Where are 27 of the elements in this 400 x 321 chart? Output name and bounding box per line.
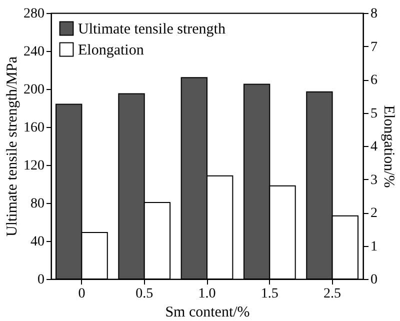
y-tick-label: 0 — [38, 272, 44, 288]
y-axis-title: Ultimate tensile strength/MPa — [4, 56, 20, 236]
y2-tick-label: 5 — [370, 106, 378, 122]
y-tick-label: 280 — [24, 6, 44, 22]
x-tick-label: 0.5 — [136, 286, 154, 302]
y2-tick-label: 2 — [370, 206, 378, 221]
y-tick-label: 240 — [24, 44, 44, 60]
x-tick-label: 1.0 — [198, 286, 216, 302]
y2-tick-label: 1 — [370, 239, 378, 254]
legend-label: Elongation — [78, 42, 144, 58]
x-tick-label: 1.5 — [260, 286, 278, 302]
x-tick-label: 0 — [78, 286, 86, 302]
y-tick-label: 80 — [30, 196, 44, 212]
y-tick-label: 200 — [24, 82, 44, 98]
legend-label: Ultimate tensile strength — [78, 22, 226, 38]
y2-tick-label: 0 — [370, 272, 378, 288]
x-axis-title: Sm content/% — [165, 304, 250, 320]
y2-tick-label: 4 — [370, 140, 378, 154]
y2-axis-title: Elongation/% — [380, 105, 396, 188]
y-tick-label: 160 — [24, 120, 44, 136]
y2-tick-label: 3 — [370, 172, 378, 188]
y-tick-label: 120 — [24, 158, 44, 174]
y2-tick-label: 8 — [370, 6, 378, 22]
y-tick-label: 40 — [30, 234, 44, 250]
x-tick-label: 2.5 — [324, 286, 342, 302]
y2-tick-label: 7 — [370, 40, 378, 55]
y2-tick-label: 6 — [370, 73, 378, 88]
